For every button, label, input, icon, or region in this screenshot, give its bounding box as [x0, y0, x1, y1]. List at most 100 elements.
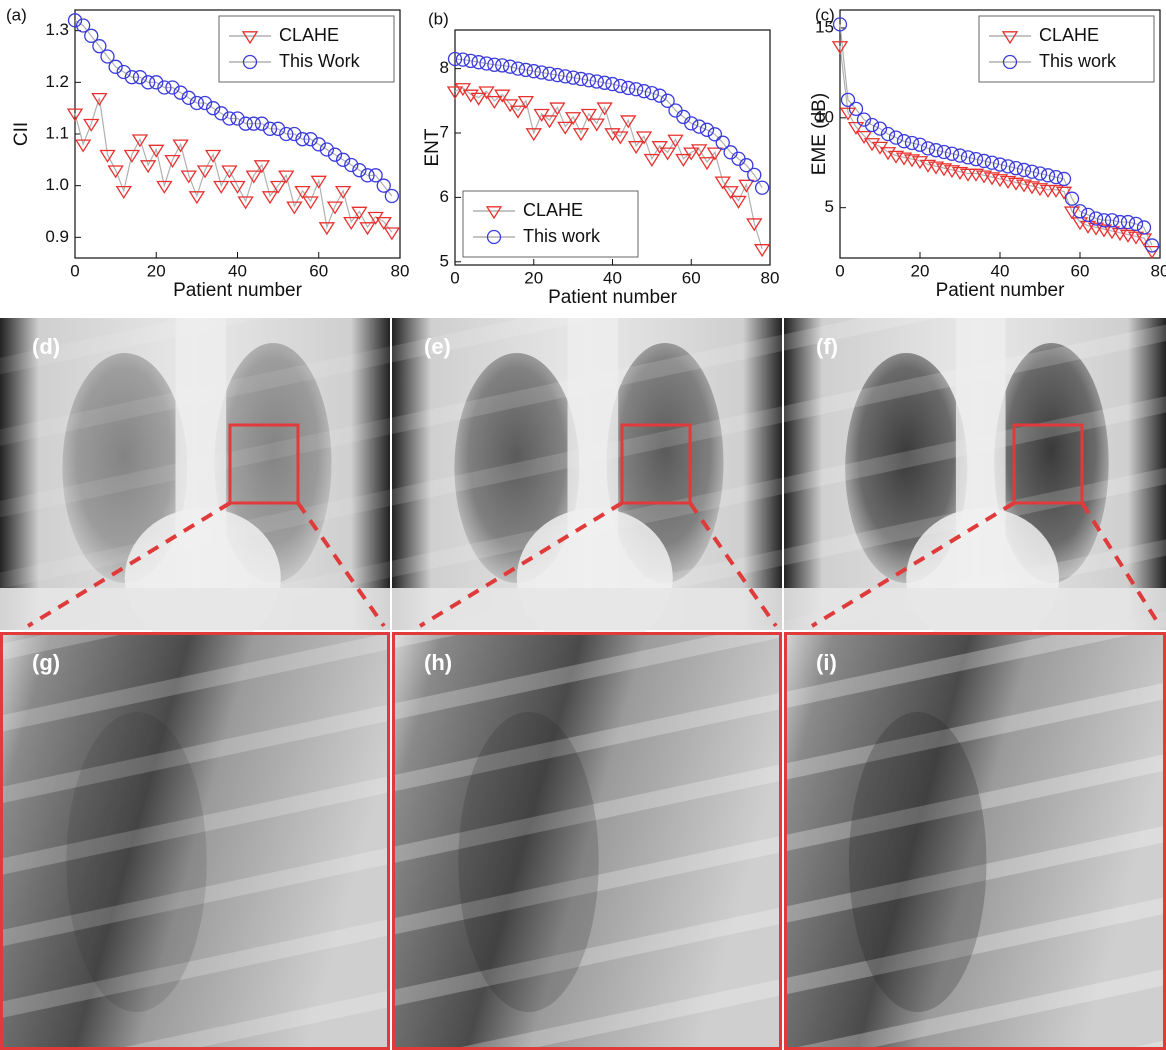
x-tick-label: 20: [524, 268, 543, 287]
marker: [596, 102, 613, 116]
marker: [572, 128, 590, 142]
marker: [1055, 186, 1073, 200]
marker: [976, 153, 992, 169]
series-line: [74, 19, 393, 197]
marker: [683, 147, 700, 161]
marker: [863, 138, 881, 152]
marker: [375, 216, 392, 231]
marker: [1008, 160, 1024, 176]
marker: [294, 185, 311, 200]
marker: [690, 144, 708, 158]
marker: [75, 18, 91, 33]
marker: [204, 149, 222, 163]
marker: [509, 105, 527, 119]
marker: [636, 84, 652, 99]
marker: [287, 126, 302, 142]
marker: [580, 108, 598, 122]
marker: [550, 67, 565, 83]
x-tick-label: 40: [228, 261, 247, 280]
chart: (c) 0 20 40 60 80 5 10 15 Patient number EME (dB) C…: [809, 5, 1166, 301]
x-tick-label: 40: [991, 261, 1010, 280]
marker: [261, 191, 279, 205]
marker: [237, 196, 254, 210]
y-axis-title: ENT: [422, 128, 443, 166]
marker: [510, 61, 526, 76]
marker: [1048, 169, 1064, 185]
marker: [100, 49, 115, 64]
marker: [1024, 164, 1040, 179]
marker: [360, 168, 375, 183]
x-tick-label: 80: [1151, 261, 1166, 280]
marker: [959, 168, 977, 182]
x-tick-label: 60: [1071, 261, 1090, 280]
marker: [581, 73, 597, 88]
marker: [254, 116, 270, 131]
y-tick-label: 1.0: [45, 175, 69, 194]
x-axis-title: Patient number: [173, 280, 303, 301]
marker: [74, 139, 92, 153]
marker: [242, 54, 258, 70]
marker: [303, 132, 318, 147]
marker: [643, 153, 661, 167]
marker: [501, 99, 519, 113]
marker: [1080, 207, 1096, 223]
marker: [173, 85, 188, 100]
marker: [597, 75, 612, 90]
marker: [667, 134, 684, 148]
marker: [107, 165, 124, 179]
marker: [132, 70, 148, 85]
zoom-guide: [418, 501, 624, 628]
marker: [486, 229, 502, 245]
marker: [1016, 162, 1032, 178]
marker: [91, 92, 108, 107]
y-tick-label: 1.1: [45, 123, 69, 142]
marker: [454, 83, 472, 97]
marker: [99, 149, 116, 163]
image-panels: (d) (g) (e) (h) (f) (i): [0, 318, 1166, 1050]
marker: [613, 78, 628, 94]
y-tick-label: 8: [440, 58, 449, 77]
marker: [517, 95, 535, 110]
zoom-box: [228, 423, 300, 505]
marker: [455, 52, 471, 67]
marker: [172, 139, 189, 153]
marker: [534, 65, 549, 80]
marker: [213, 180, 230, 194]
zoom-ribs: [0, 632, 390, 1050]
marker: [262, 121, 278, 136]
y-tick-label: 5: [825, 197, 834, 216]
marker: [376, 178, 391, 193]
marker: [984, 155, 1000, 170]
marker: [343, 216, 360, 231]
y-tick-label: 5: [440, 251, 449, 270]
marker: [588, 118, 605, 132]
marker: [652, 88, 667, 103]
x-axis-title: Patient number: [936, 280, 1066, 301]
marker: [1120, 214, 1136, 230]
marker: [446, 86, 464, 100]
marker: [311, 137, 326, 152]
marker: [747, 167, 762, 183]
marker: [968, 152, 984, 167]
zoom-ribs: [392, 632, 782, 1050]
marker: [463, 53, 478, 69]
y-tick-label: 1.2: [45, 72, 69, 91]
diaphragm: [392, 588, 782, 630]
marker: [604, 128, 621, 142]
marker: [359, 222, 376, 236]
zoom-frame: [0, 632, 390, 1050]
marker: [1001, 31, 1019, 45]
series-line: [74, 97, 393, 233]
marker: [352, 163, 367, 178]
marker: [221, 165, 238, 179]
marker: [856, 112, 872, 127]
marker: [181, 90, 196, 105]
marker: [84, 28, 99, 43]
marker: [479, 56, 494, 71]
marker: [644, 85, 660, 101]
marker: [131, 134, 149, 148]
legend-label: CLAHE: [523, 200, 583, 220]
marker: [722, 186, 739, 200]
legend-label: This Work: [279, 51, 361, 71]
legend-box: [218, 15, 395, 83]
